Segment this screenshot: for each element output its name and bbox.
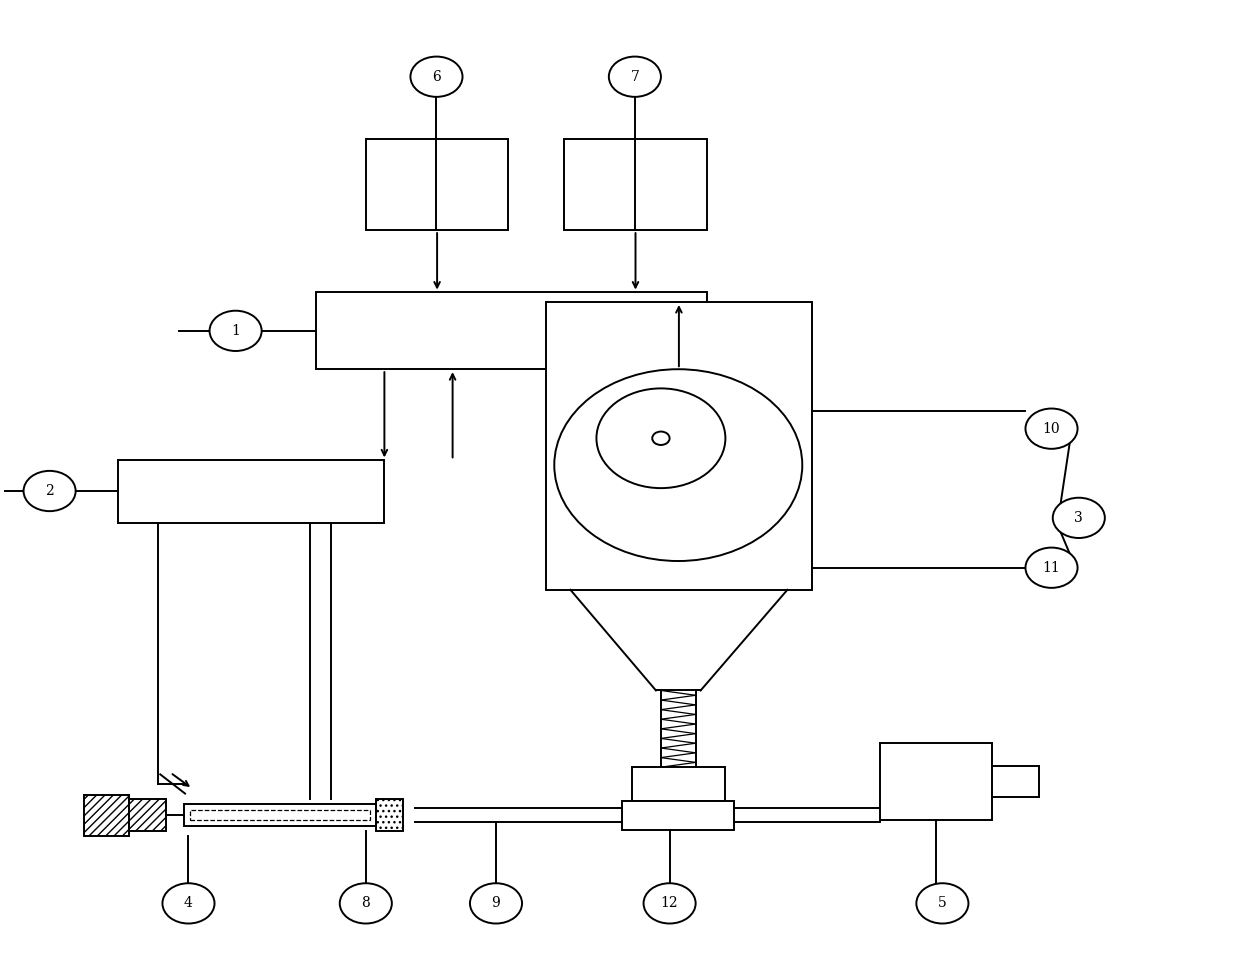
Bar	[84, 794, 129, 835]
Bar	[376, 800, 403, 830]
Bar	[129, 800, 166, 830]
Circle shape	[210, 311, 262, 351]
Bar	[184, 804, 376, 826]
Circle shape	[596, 388, 725, 488]
Bar	[564, 139, 707, 230]
Circle shape	[916, 883, 968, 924]
Circle shape	[340, 883, 392, 924]
Text: 8: 8	[361, 897, 371, 910]
Circle shape	[652, 432, 670, 445]
Text: 4: 4	[184, 897, 193, 910]
Circle shape	[644, 883, 696, 924]
Text: 12: 12	[661, 897, 678, 910]
Bar	[84, 794, 129, 835]
Text: 10: 10	[1043, 422, 1060, 435]
Circle shape	[24, 471, 76, 511]
Bar	[622, 801, 734, 830]
Bar	[880, 743, 992, 820]
Bar	[546, 302, 812, 590]
Text: 6: 6	[432, 70, 441, 83]
Circle shape	[162, 883, 215, 924]
Text: 5: 5	[937, 897, 947, 910]
Text: 9: 9	[491, 897, 501, 910]
Circle shape	[1025, 548, 1078, 588]
Bar	[376, 800, 403, 830]
Circle shape	[1053, 498, 1105, 538]
Bar	[316, 292, 707, 369]
Bar	[190, 809, 370, 820]
Bar	[366, 139, 508, 230]
Text: 1: 1	[231, 324, 241, 338]
Bar	[632, 767, 724, 801]
Circle shape	[609, 57, 661, 97]
Text: 11: 11	[1043, 561, 1060, 574]
Bar	[118, 460, 384, 523]
Circle shape	[470, 883, 522, 924]
Text: 2: 2	[45, 484, 55, 498]
Text: 7: 7	[630, 70, 640, 83]
Circle shape	[1025, 409, 1078, 449]
Circle shape	[554, 369, 802, 561]
Circle shape	[410, 57, 463, 97]
Bar	[129, 800, 166, 830]
Text: 3: 3	[1074, 511, 1084, 525]
